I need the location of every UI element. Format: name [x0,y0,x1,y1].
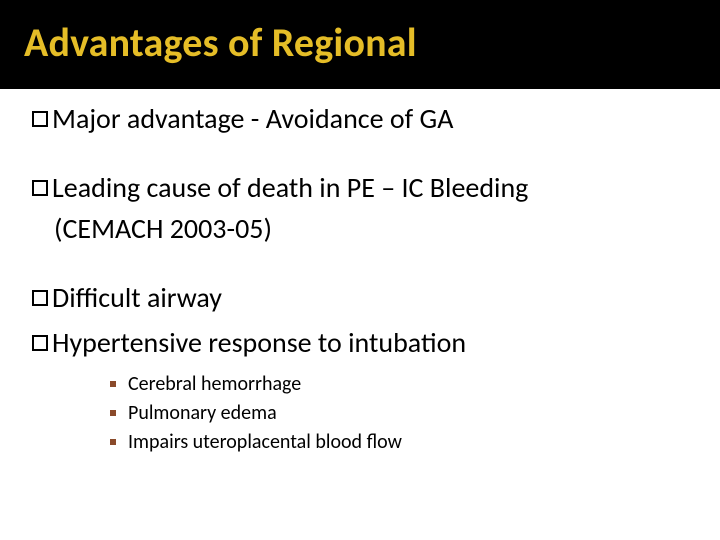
slide-title: Advantages of Regional [24,18,700,67]
title-bar: Advantages of Regional [0,0,720,89]
sub-bullet-icon [110,439,116,445]
square-bullet-icon [32,335,48,351]
bullet-item: Leading cause of death in PE – IC Bleedi… [32,170,688,205]
slide-body: Major advantage - Avoidance of GA Leadin… [0,89,720,457]
bullet-text: Major advantage - Avoidance of GA [52,101,688,136]
bullet-text: Hypertensive response to intubation [52,325,688,360]
bullet-item: Major advantage - Avoidance of GA [32,101,688,136]
square-bullet-icon [32,111,48,127]
spacer [32,142,688,170]
bullet-item: Hypertensive response to intubation [32,325,688,360]
sub-bullet-text: Impairs uteroplacental blood flow [128,428,402,457]
sub-bullet-item: Pulmonary edema [110,399,688,428]
bullet-text: Difficult airway [52,280,688,315]
sub-bullet-text: Cerebral hemorrhage [128,370,301,399]
bullet-continuation: (CEMACH 2003-05) [54,211,688,246]
square-bullet-icon [32,180,48,196]
bullet-item: Difficult airway [32,280,688,315]
sub-bullet-list: Cerebral hemorrhage Pulmonary edema Impa… [110,370,688,457]
spacer [32,252,688,280]
sub-bullet-item: Cerebral hemorrhage [110,370,688,399]
sub-bullet-text: Pulmonary edema [128,399,277,428]
sub-bullet-icon [110,410,116,416]
sub-bullet-item: Impairs uteroplacental blood flow [110,428,688,457]
bullet-text: Leading cause of death in PE – IC Bleedi… [52,170,688,205]
sub-bullet-icon [110,381,116,387]
square-bullet-icon [32,290,48,306]
